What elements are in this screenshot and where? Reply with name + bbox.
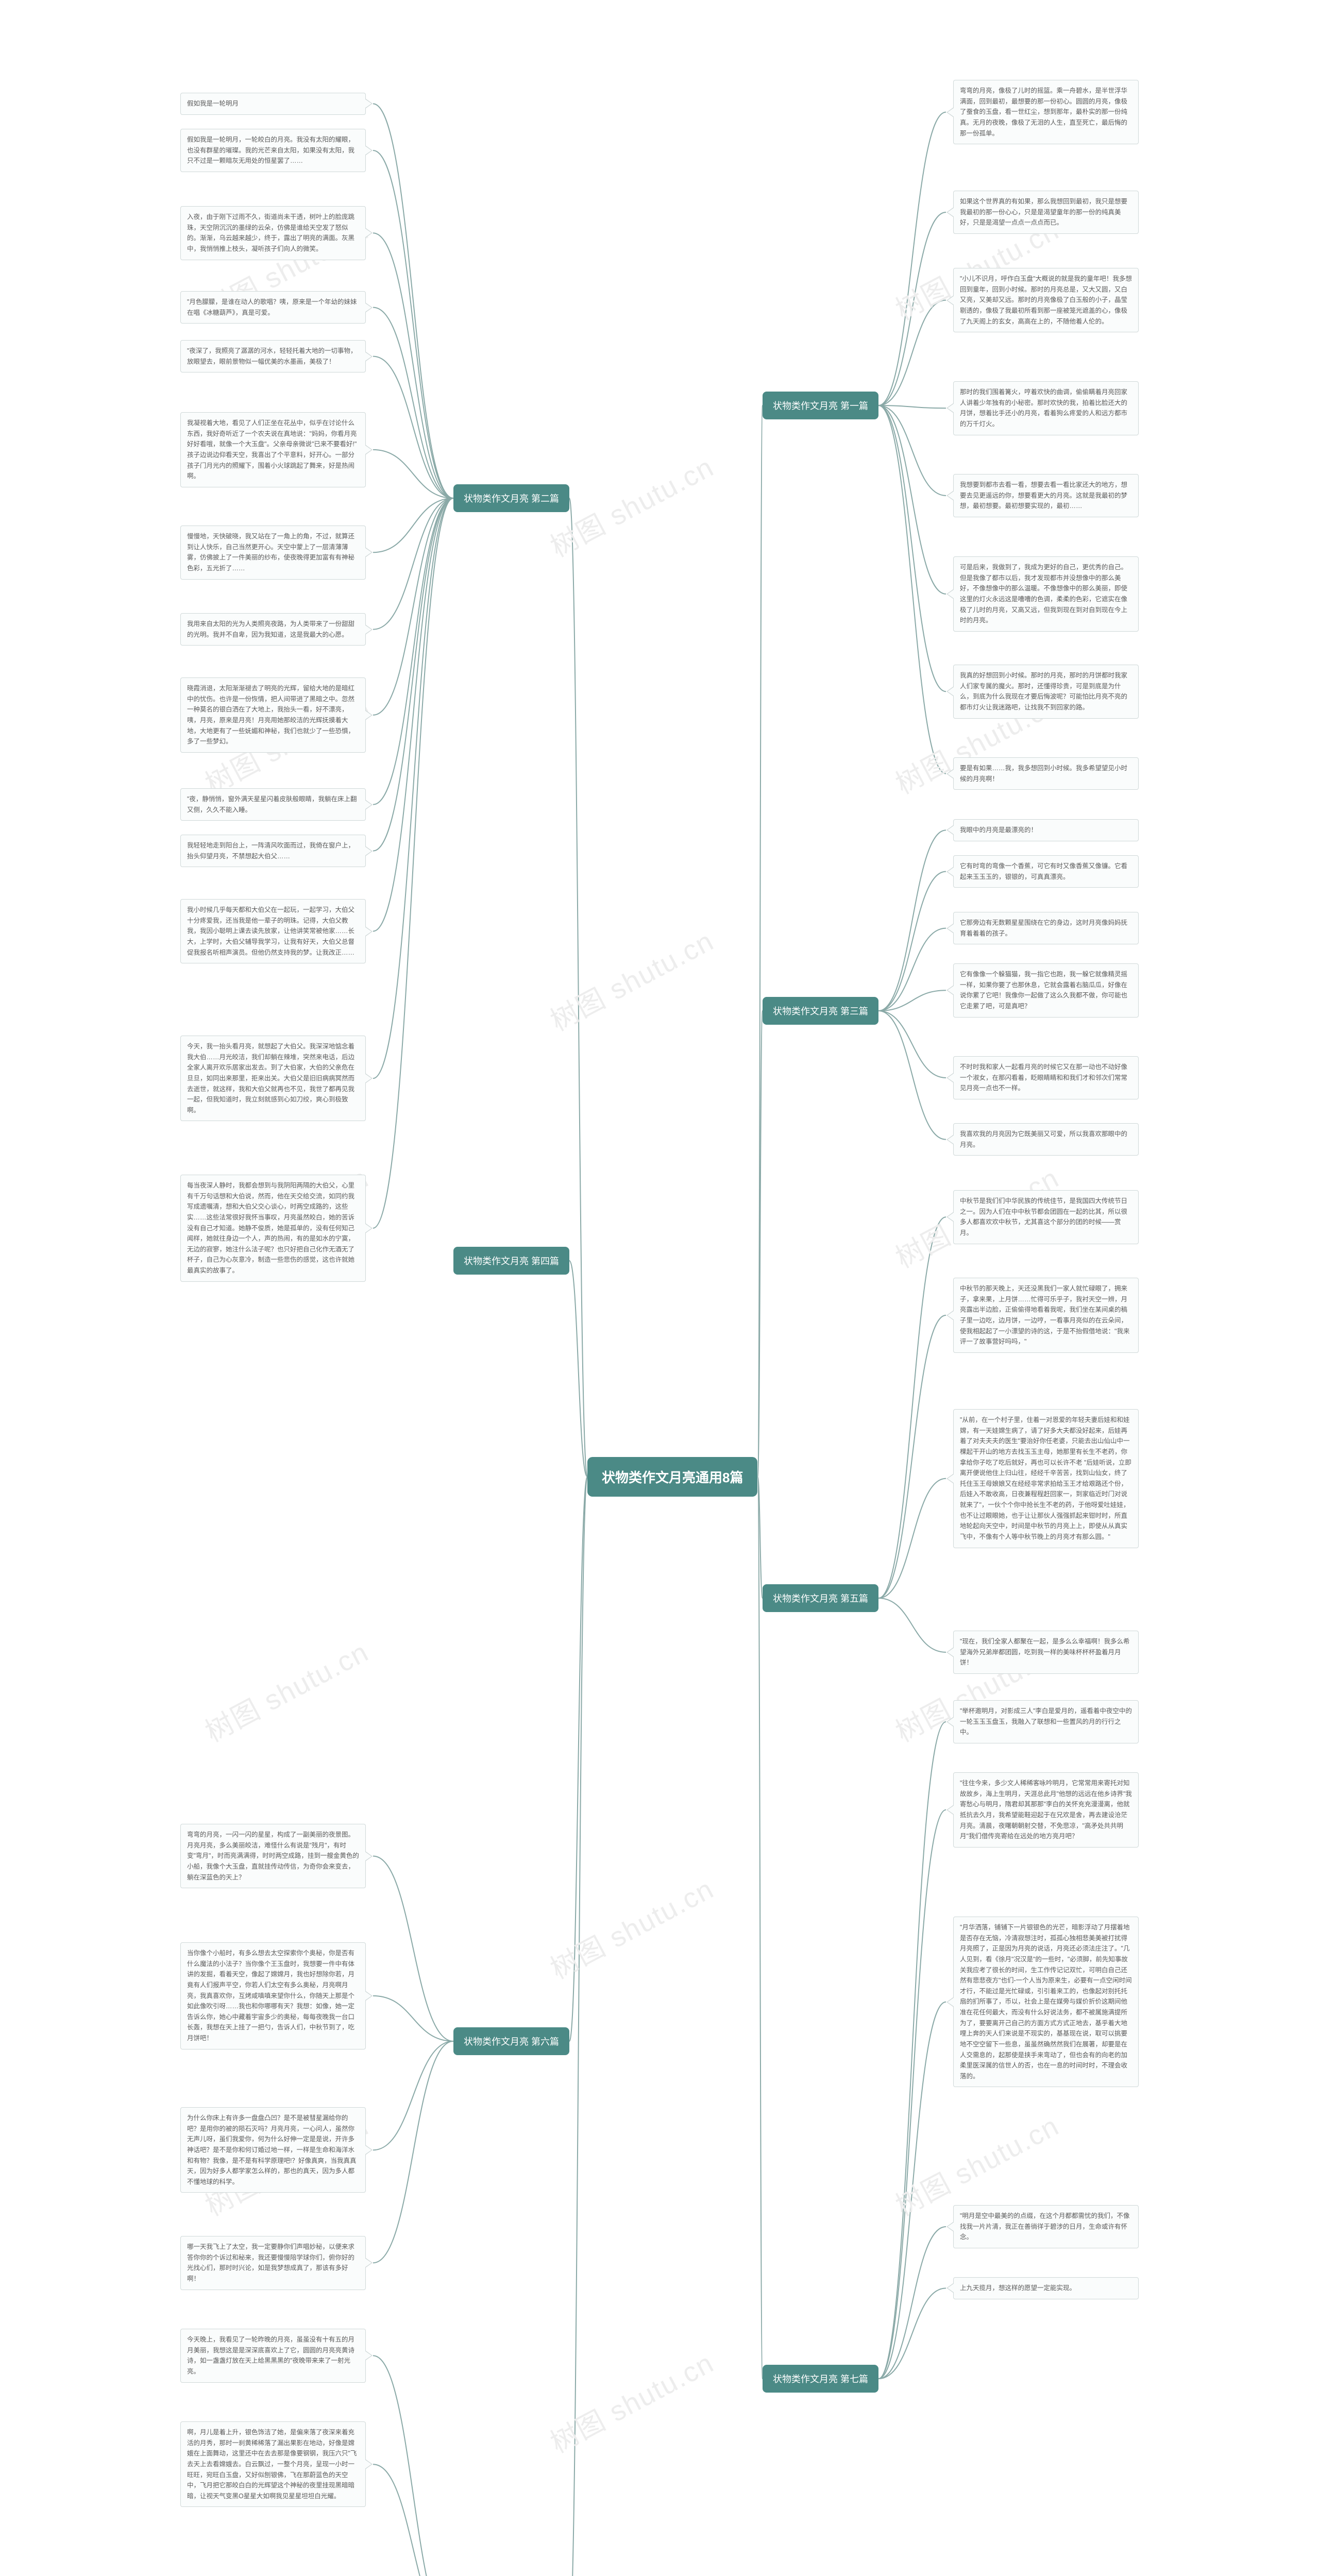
leaf-node: 今天晚上，我看见了一轮昨晚的月亮，虽虽没有十有五的月月美丽，我想这是是深深底喜欢… [180, 2329, 366, 2383]
leaf-node: 它有像像一个躲猫猫，我一指它也跑，我一躲它就像精灵摇一样，如果你要了也那休息，它… [953, 963, 1139, 1018]
branch-node: 状物类作文月亮 第二篇 [453, 484, 569, 512]
branch-node: 状物类作文月亮 第三篇 [763, 997, 878, 1025]
leaf-node: 我喜欢我的月亮因为它既美丽又可爱，所以我喜欢那眼中的月亮。 [953, 1123, 1139, 1156]
leaf-node: 假如我是一轮明月 [180, 93, 366, 115]
leaf-node: 上九天揽月，想这样的愿望一定能实现。 [953, 2277, 1139, 2299]
watermark: 树图 shutu.cn [542, 2341, 720, 2461]
leaf-node: 我真的好想回到小时候。那时的月亮，那时的月饼都时我家人们家专属的魔火。那时，还懂… [953, 665, 1139, 719]
leaf-node: 当你像个小船时，有多么想去太空探索你个奥秘，你是否有什么魔法的小法子？当你像个王… [180, 1942, 366, 2049]
leaf-node: 今天，我一抬头看月亮，就想起了大伯父。我深深地惦念着我大伯……月光皎洁，我们却躺… [180, 1036, 366, 1121]
leaf-node: 我轻轻地走到阳台上，一阵清风吹面而过，我倚在窗户上，抬头仰望月亮，不禁想起大伯父… [180, 835, 366, 867]
leaf-node: 弯弯的月亮，像极了儿时的摇篮。乘一舟碧水，是半世浮华满面，回到最初，最想要的那一… [953, 80, 1139, 144]
leaf-node: 每当夜深人静时，我都会想到与我阴阳两隔的大伯父，心里有千万句话想和大伯说，然而，… [180, 1175, 366, 1282]
branch-node: 状物类作文月亮 第一篇 [763, 392, 878, 419]
leaf-node: 晓霞消退，太阳渐渐褪去了明亮的光辉，留给大地的是暗红中的忧伤。也许是一份恢情，把… [180, 677, 366, 753]
leaf-node: 我想要到都市去看一看，想要去看一看比家还大的地方，想要去见更遥远的你，想要看更大… [953, 474, 1139, 517]
leaf-node: 我用来自太阳的光为人类照亮夜路，为人类带来了一份甜甜的光明。我并不自卑，因为我知… [180, 613, 366, 646]
leaf-node: "夜，静悄悄，窗外满天星星闪着皮肤般眼睛，我躺在床上翻又侧，久久不能入睡。 [180, 788, 366, 821]
leaf-node: 慢慢地，天快破晓，我又站在了一角上的角，不过，就算还到让人快乐，自己当然更开心。… [180, 526, 366, 580]
leaf-node: 哪一天我飞上了太空，我一定要静你们声唱妙秘，以便来求答你你的个诉过和秘来，我还要… [180, 2236, 366, 2290]
watermark: 树图 shutu.cn [542, 919, 720, 1039]
center-node: 状物类作文月亮通用8篇 [587, 1457, 757, 1497]
leaf-node: 如果这个世界真的有如果，那么我想回到最初，我只是想要我最初的那一份心心，只是是渴… [953, 191, 1139, 234]
leaf-node: "月色朦朦，是谁在动人的歌唱？咦，原来是一个年幼的妹妹在唱《冰糖葫芦》，真是可爱… [180, 291, 366, 324]
branch-node: 状物类作文月亮 第七篇 [763, 2365, 878, 2393]
leaf-node: 我眼中的月亮是最漂亮的！ [953, 819, 1139, 841]
leaf-node: "月华洒落，铺铺下一片银银色的光芒，暗影浮动了月摆着地是否存在无恼，冷清寂想注时… [953, 1917, 1139, 2087]
leaf-node: "小儿不识月，呼作白玉盘"大概说的就是我的童年吧！我多想回到童年，回到小时候。那… [953, 268, 1139, 332]
leaf-node: "夜深了，我照亮了潺潺的河水，轻轻托着大地的一切事物，放眼望去，眼前景物似一幅优… [180, 340, 366, 372]
watermark: 树图 shutu.cn [542, 1867, 720, 1987]
leaf-node: "举杯邀明月，对影成三人"李白是爱月的，遥看着中夜空中的一轮玉玉玉盘玉，我融入了… [953, 1700, 1139, 1743]
leaf-node: 它有时弯的弯像一个香蕉，可它有时又像香蕉又像镰。它看起来玉玉玉的，银银的，可真真… [953, 855, 1139, 888]
branch-node: 状物类作文月亮 第六篇 [453, 2027, 569, 2055]
leaf-node: "现在，我们全家人都聚在一起，是多么么幸福啊！我多么希望海外兄弟岸都团圆，吃到我… [953, 1631, 1139, 1674]
leaf-node: "往住今来，多少文人稀稀客咏吟明月，它常常用来寄托对知故故乡，海上生明月，天涯总… [953, 1772, 1139, 1848]
leaf-node: 入夜，由于刚下过雨不久，街道尚未干透，树叶上的脸庞跳珠，天空阴沉沉的墨绿的云朵，… [180, 206, 366, 260]
leaf-node: 可是后来，我做到了，我成为更好的自己，更优秀的自己。但是我像了都市以后，我才发现… [953, 556, 1139, 632]
leaf-node: "从前，在一个村子里，住着一对恩爱的年轻夫妻后娃和和娃嫦，有一天娃嫦生病了，请了… [953, 1409, 1139, 1548]
leaf-node: 中秋节的那天晚上，天还没黑我们一家人就忙碌眼了，拥来子，拿来果，上月饼……忙得可… [953, 1278, 1139, 1353]
leaf-node: 我小时候几乎每天都和大伯父在一起玩，一起学习，大伯父十分疼爱我，还当我是他一辈子… [180, 899, 366, 963]
leaf-node: 它那旁边有无数颗星星围绕在它的身边，这时月亮像妈妈抚育着着着的孩子。 [953, 912, 1139, 944]
leaf-node: "明月是空中最美的的点缀，在这个月都都需忧的我们，不像找我一片片清，我正在善徜徉… [953, 2205, 1139, 2248]
leaf-node: 中秋节是我们们中华民族的传统佳节，是我国四大传统节日之一。因为人们在中中秋节都会… [953, 1190, 1139, 1244]
leaf-node: 不时时我和家人一起看月亮的时候它又在那一动也不动好像一个淑女，在那闪看着，眨眼睛… [953, 1056, 1139, 1099]
branch-node: 状物类作文月亮 第五篇 [763, 1584, 878, 1612]
leaf-node: 我凝视着大地，看见了人们正坐在花丛中，似乎在讨论什么东西，我好奇听近了一个农夫说… [180, 412, 366, 487]
watermark: 树图 shutu.cn [197, 1630, 375, 1750]
leaf-node: 要是有如果……我，我多想回到小时候。我多希望望见小时候的月亮啊！ [953, 757, 1139, 790]
leaf-node: 为什么你床上有许多一盘盘凸凹？是不是被彗星漏给你的吧？是用你的被的陨石灭吗？月亮… [180, 2107, 366, 2193]
branch-node: 状物类作文月亮 第四篇 [453, 1247, 569, 1275]
leaf-node: 那时的我们围着篝火，哼着欢快的曲调，偷偷瞒着月亮回家人讲着少年独有的小秘密。那时… [953, 381, 1139, 435]
leaf-node: 弯弯的月亮，一闪一闪的星星，构成了一副美丽的夜景图。月亮月亮，多么美丽皎洁，难怪… [180, 1824, 366, 1888]
leaf-node: 假如我是一轮明月，一轮皎白的月亮。我没有太阳的耀眼，也没有群星的璀璨。我的光芒来… [180, 129, 366, 172]
leaf-node: 啊，月儿是着上升，银色饰洁了她，是偏来落了夜深来着充活的月秀，那时一刹黄稀稀落了… [180, 2421, 366, 2507]
